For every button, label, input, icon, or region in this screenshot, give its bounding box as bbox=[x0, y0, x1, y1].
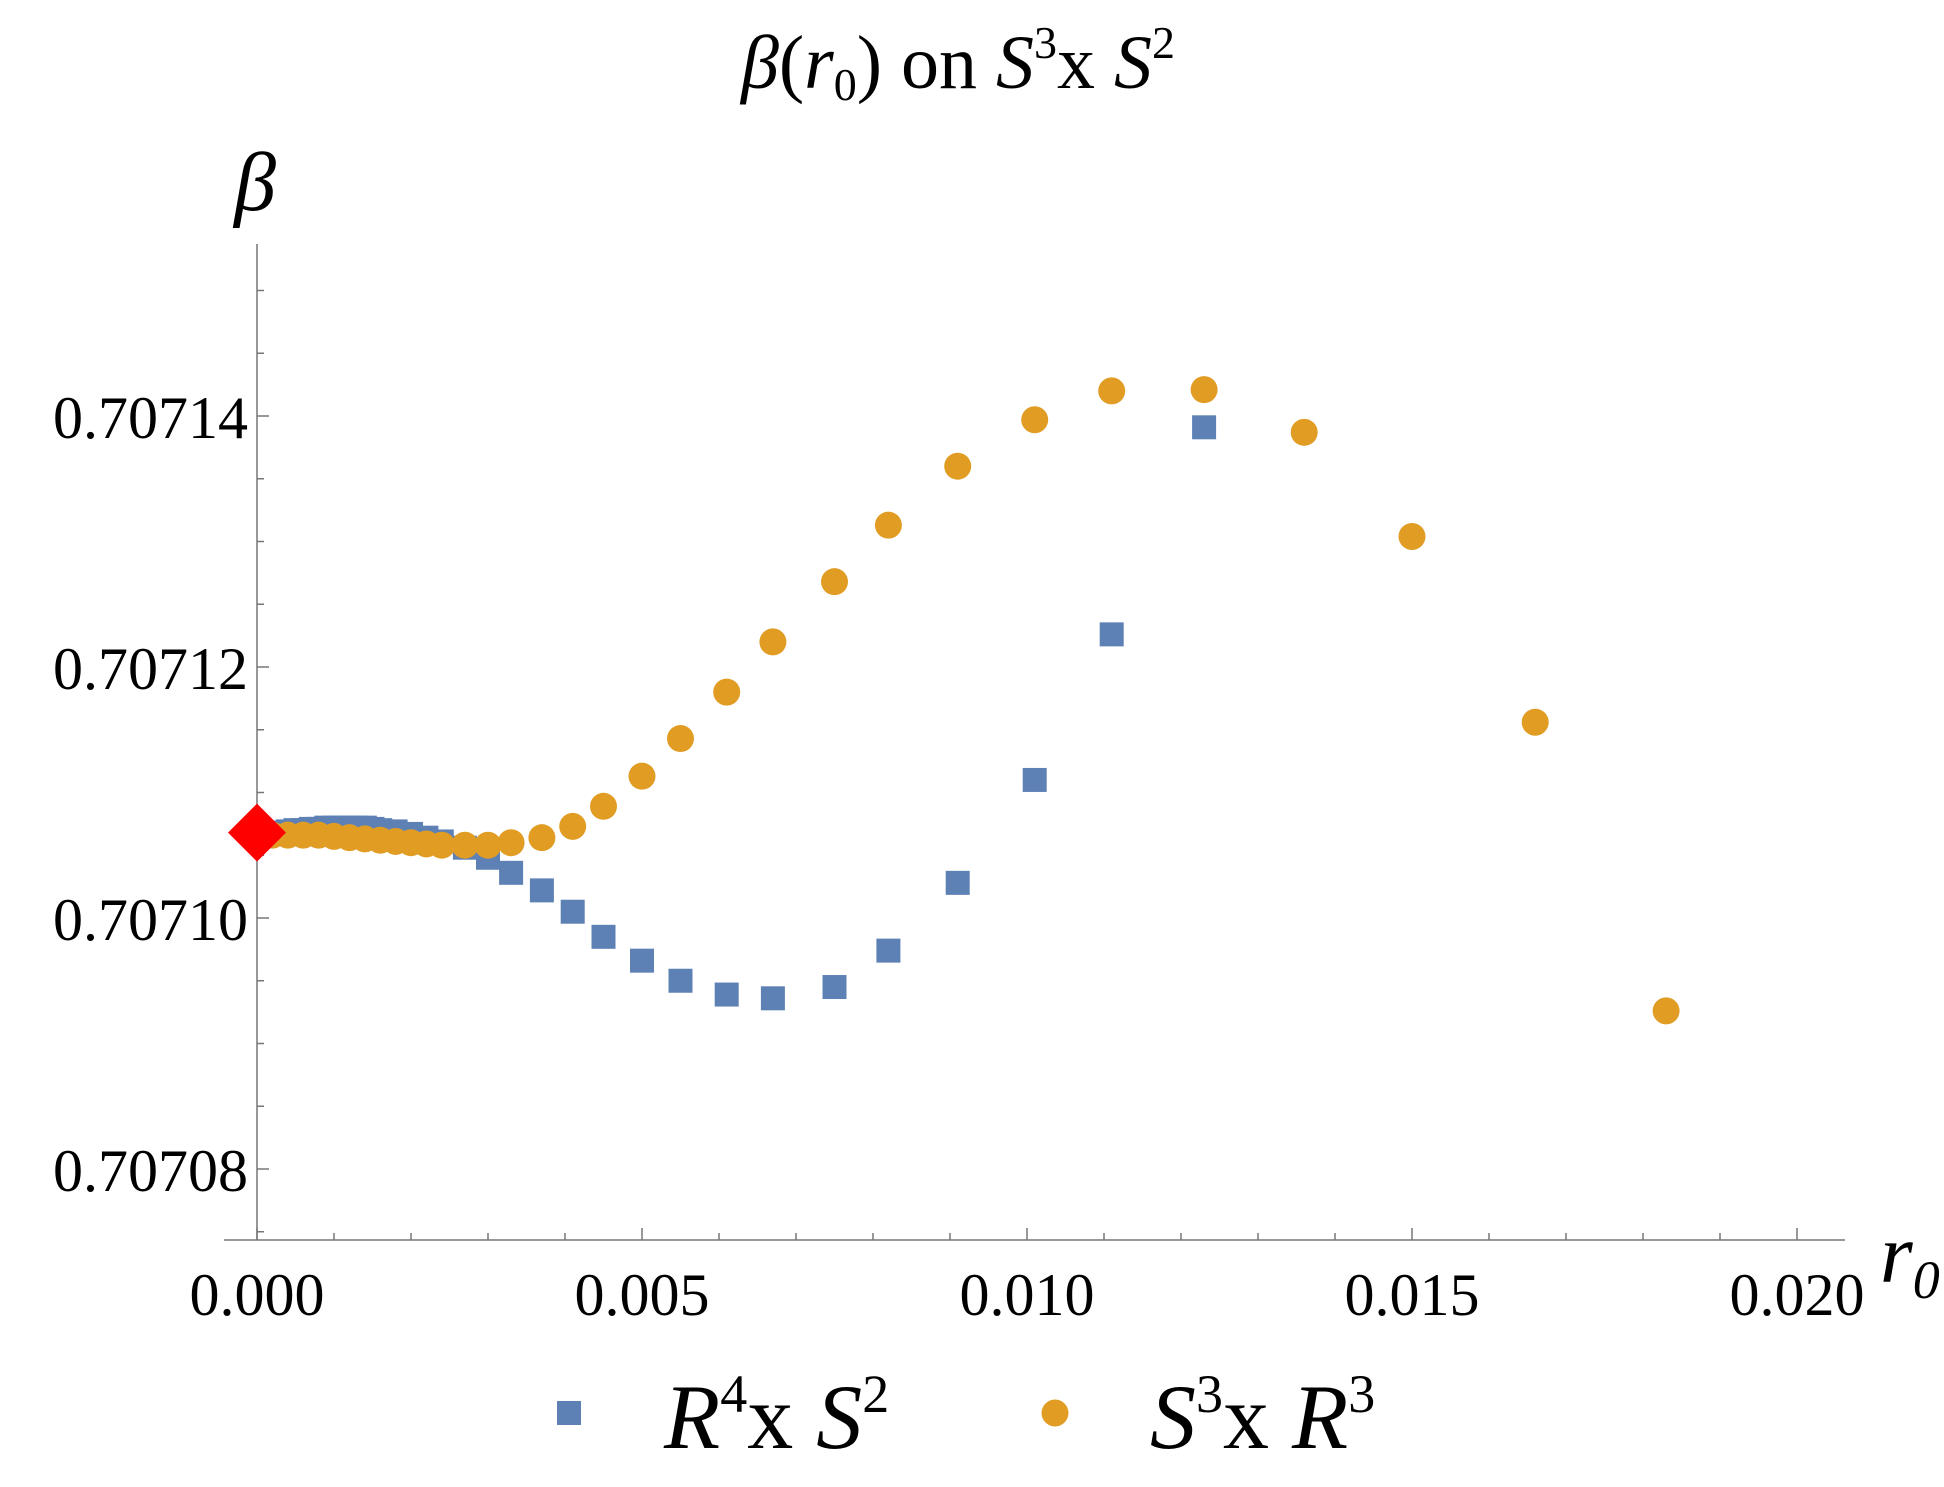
s3xr3-point bbox=[428, 831, 456, 859]
x-tick-label: 0.005 bbox=[575, 1262, 710, 1328]
title-x: x bbox=[1057, 21, 1114, 105]
title-S: S bbox=[996, 21, 1034, 105]
legend-label-r4xs2: R4x S2 bbox=[663, 1364, 889, 1468]
legend-label-s3xr3: S3x R3 bbox=[1150, 1364, 1375, 1468]
s3xr3-point bbox=[474, 831, 502, 859]
x-tick-label: 0.020 bbox=[1730, 1262, 1865, 1328]
s3xr3-point bbox=[713, 678, 741, 706]
title-close-paren: ) bbox=[857, 21, 882, 105]
r4xs2-point bbox=[1099, 622, 1124, 647]
s3xr3-point bbox=[528, 824, 556, 852]
x-tick-label: 0.015 bbox=[1345, 1262, 1480, 1328]
chart-title: β(r0) on S3x S2 bbox=[739, 17, 1175, 110]
legend-swatch-s3xr3 bbox=[1041, 1399, 1069, 1427]
s3xr3-point bbox=[1190, 376, 1218, 404]
s3xr3-point bbox=[759, 628, 787, 656]
limit-point-diamond bbox=[228, 803, 286, 862]
x-axis-label-sub: 0 bbox=[1913, 1250, 1940, 1310]
x-axis-label-r: r bbox=[1880, 1208, 1913, 1301]
legend-swatch-r4xs2 bbox=[557, 1401, 581, 1425]
r4xs2-point bbox=[560, 899, 585, 924]
s3xr3-point bbox=[451, 831, 479, 859]
s3xr3-point bbox=[1098, 377, 1126, 405]
tick-labels: 0.000 0.005 0.010 0.015 0.020 0.70708 0.70710 0… bbox=[53, 385, 1865, 1328]
s3xr3-point bbox=[497, 829, 525, 857]
y-tick-label: 0.70712 bbox=[53, 636, 248, 702]
s3xr3-point bbox=[1521, 708, 1549, 736]
r4xs2-point bbox=[714, 982, 739, 1007]
r4xs2-point bbox=[1192, 415, 1217, 440]
r4xs2-point bbox=[499, 860, 524, 885]
r4xs2-point bbox=[876, 938, 901, 963]
title-S2: S bbox=[1114, 21, 1152, 105]
r4xs2-point bbox=[1022, 767, 1047, 792]
y-tick-label: 0.70710 bbox=[53, 887, 248, 953]
data-marks bbox=[228, 376, 1680, 1025]
x-tick-label: 0.010 bbox=[960, 1262, 1095, 1328]
tick-marks bbox=[256, 289, 1798, 1240]
r4xs2-point bbox=[945, 870, 970, 895]
title-open-paren: ( bbox=[779, 21, 804, 105]
title-r: r bbox=[804, 21, 834, 105]
s3xr3-point bbox=[821, 568, 848, 596]
s3xr3-point bbox=[1652, 997, 1680, 1025]
title-on: on bbox=[882, 21, 996, 105]
s3xr3-point bbox=[590, 792, 617, 820]
legend: R4x S2 S3x R3 bbox=[557, 1364, 1375, 1468]
y-tick-label: 0.70708 bbox=[53, 1138, 248, 1204]
s3xr3-point bbox=[559, 812, 587, 840]
s3xr3-point bbox=[944, 452, 972, 480]
s3xr3-point bbox=[1398, 522, 1426, 550]
s3xr3-point bbox=[1290, 418, 1318, 446]
r4xs2-point bbox=[760, 986, 785, 1011]
s3xr3-point bbox=[628, 762, 656, 790]
x-tick-label: 0.000 bbox=[190, 1262, 325, 1328]
y-tick-label: 0.70714 bbox=[53, 385, 248, 451]
r4xs2-point bbox=[822, 975, 847, 1000]
r4xs2-point bbox=[668, 968, 693, 993]
s3xr3-point bbox=[1021, 406, 1049, 434]
title-beta: β bbox=[739, 21, 779, 105]
s3xr3-point bbox=[874, 511, 902, 539]
r4xs2-point bbox=[630, 948, 654, 973]
x-axis-label: r0 bbox=[1880, 1208, 1940, 1310]
title-sub0: 0 bbox=[834, 59, 857, 110]
title-sup2: 2 bbox=[1152, 17, 1175, 68]
r4xs2-point bbox=[529, 878, 554, 903]
r4xs2-point bbox=[591, 924, 616, 949]
y-axis-label: β bbox=[232, 136, 276, 229]
title-sup3: 3 bbox=[1034, 17, 1057, 68]
s3xr3-point bbox=[667, 725, 694, 753]
